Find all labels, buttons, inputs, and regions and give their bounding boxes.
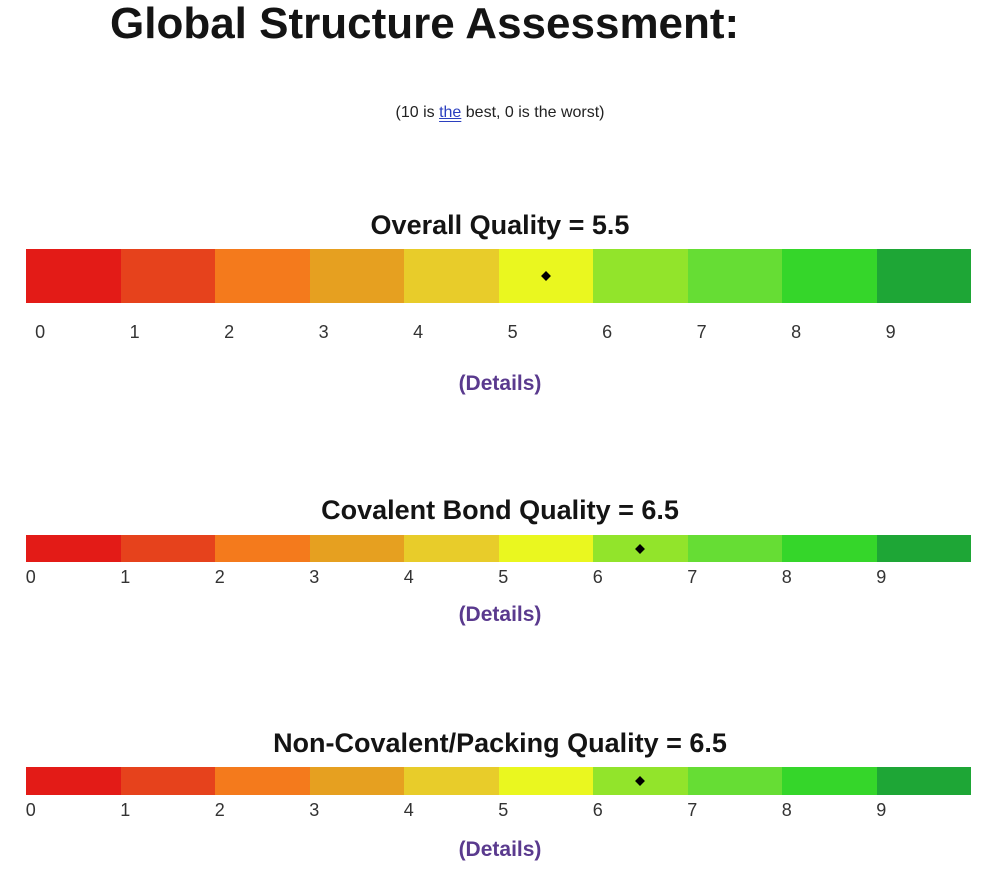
overall-details-link[interactable]: (Details) — [458, 372, 542, 395]
page-title: Global Structure Assessment: — [110, 0, 740, 48]
scale-segment-8 — [782, 535, 877, 562]
tick-label: 3 — [309, 800, 320, 820]
scale-segment-4 — [404, 249, 499, 303]
scale-segment-9 — [876, 535, 971, 562]
scale-segment-0 — [26, 249, 121, 303]
tick-label: 2 — [214, 800, 225, 820]
packing-details-link[interactable]: (Details) — [458, 838, 542, 861]
tick-label: 6 — [602, 322, 613, 342]
packing-quality-bar — [26, 767, 971, 795]
tick-label: 4 — [403, 800, 414, 820]
tick-label: 3 — [309, 567, 320, 587]
tick-label: 7 — [696, 322, 707, 342]
tick-label: 3 — [318, 322, 329, 342]
covalent-details-link[interactable]: (Details) — [458, 603, 542, 626]
tick-label: 0 — [35, 322, 46, 342]
scale-note-link[interactable]: the — [439, 104, 462, 121]
scale-segment-2 — [215, 767, 310, 795]
scale-segment-8 — [782, 767, 877, 795]
scale-segment-5 — [498, 767, 593, 795]
tick-label: 2 — [214, 567, 225, 587]
scale-segment-0 — [26, 767, 121, 795]
scale-segment-7 — [687, 767, 782, 795]
tick-label: 9 — [876, 567, 887, 587]
tick-label: 5 — [507, 322, 518, 342]
tick-label: 7 — [687, 567, 698, 587]
tick-label: 8 — [791, 322, 802, 342]
tick-label: 5 — [498, 567, 509, 587]
scale-segment-0 — [26, 535, 121, 562]
tick-label: 5 — [498, 800, 509, 820]
packing-quality-ticks: 0 1 2 3 4 5 6 7 8 9 — [26, 800, 971, 824]
tick-label: 0 — [25, 800, 36, 820]
scale-note: (10 is the best, 0 is the worst) — [0, 104, 1000, 122]
scale-segment-1 — [120, 249, 215, 303]
overall-quality-bar — [26, 249, 971, 303]
scale-segment-1 — [120, 767, 215, 795]
scale-segment-4 — [404, 535, 499, 562]
scale-segment-5 — [498, 535, 593, 562]
tick-label: 1 — [129, 322, 140, 342]
covalent-bond-quality-bar — [26, 535, 971, 562]
scale-segment-9 — [876, 249, 971, 303]
scale-segment-3 — [309, 249, 404, 303]
tick-label: 6 — [592, 567, 603, 587]
scale-segment-8 — [782, 249, 877, 303]
overall-quality-ticks: 0 1 2 3 4 5 6 7 8 9 — [26, 322, 971, 346]
scale-segment-3 — [309, 767, 404, 795]
scale-segment-7 — [687, 535, 782, 562]
scale-segment-4 — [404, 767, 499, 795]
scale-segment-1 — [120, 535, 215, 562]
tick-label: 8 — [781, 800, 792, 820]
scale-segment-3 — [309, 535, 404, 562]
tick-label: 8 — [781, 567, 792, 587]
covalent-bond-quality-title: Covalent Bond Quality = 6.5 — [321, 495, 679, 525]
tick-label: 2 — [224, 322, 235, 342]
packing-quality-title: Non-Covalent/Packing Quality = 6.5 — [273, 728, 727, 758]
tick-label: 4 — [403, 567, 414, 587]
covalent-bond-quality-ticks: 0 1 2 3 4 5 6 7 8 9 — [26, 567, 971, 591]
tick-label: 1 — [120, 800, 131, 820]
tick-label: 1 — [120, 567, 131, 587]
scale-segment-7 — [687, 249, 782, 303]
tick-label: 9 — [885, 322, 896, 342]
scale-segment-6 — [593, 249, 688, 303]
scale-segment-9 — [876, 767, 971, 795]
overall-quality-title: Overall Quality = 5.5 — [370, 210, 630, 240]
scale-segment-2 — [215, 249, 310, 303]
scale-note-prefix: (10 is — [395, 104, 440, 121]
scale-note-suffix: best, 0 is the worst) — [461, 104, 605, 121]
scale-segment-2 — [215, 535, 310, 562]
tick-label: 7 — [687, 800, 698, 820]
tick-label: 6 — [592, 800, 603, 820]
tick-label: 0 — [25, 567, 36, 587]
tick-label: 9 — [876, 800, 887, 820]
tick-label: 4 — [413, 322, 424, 342]
